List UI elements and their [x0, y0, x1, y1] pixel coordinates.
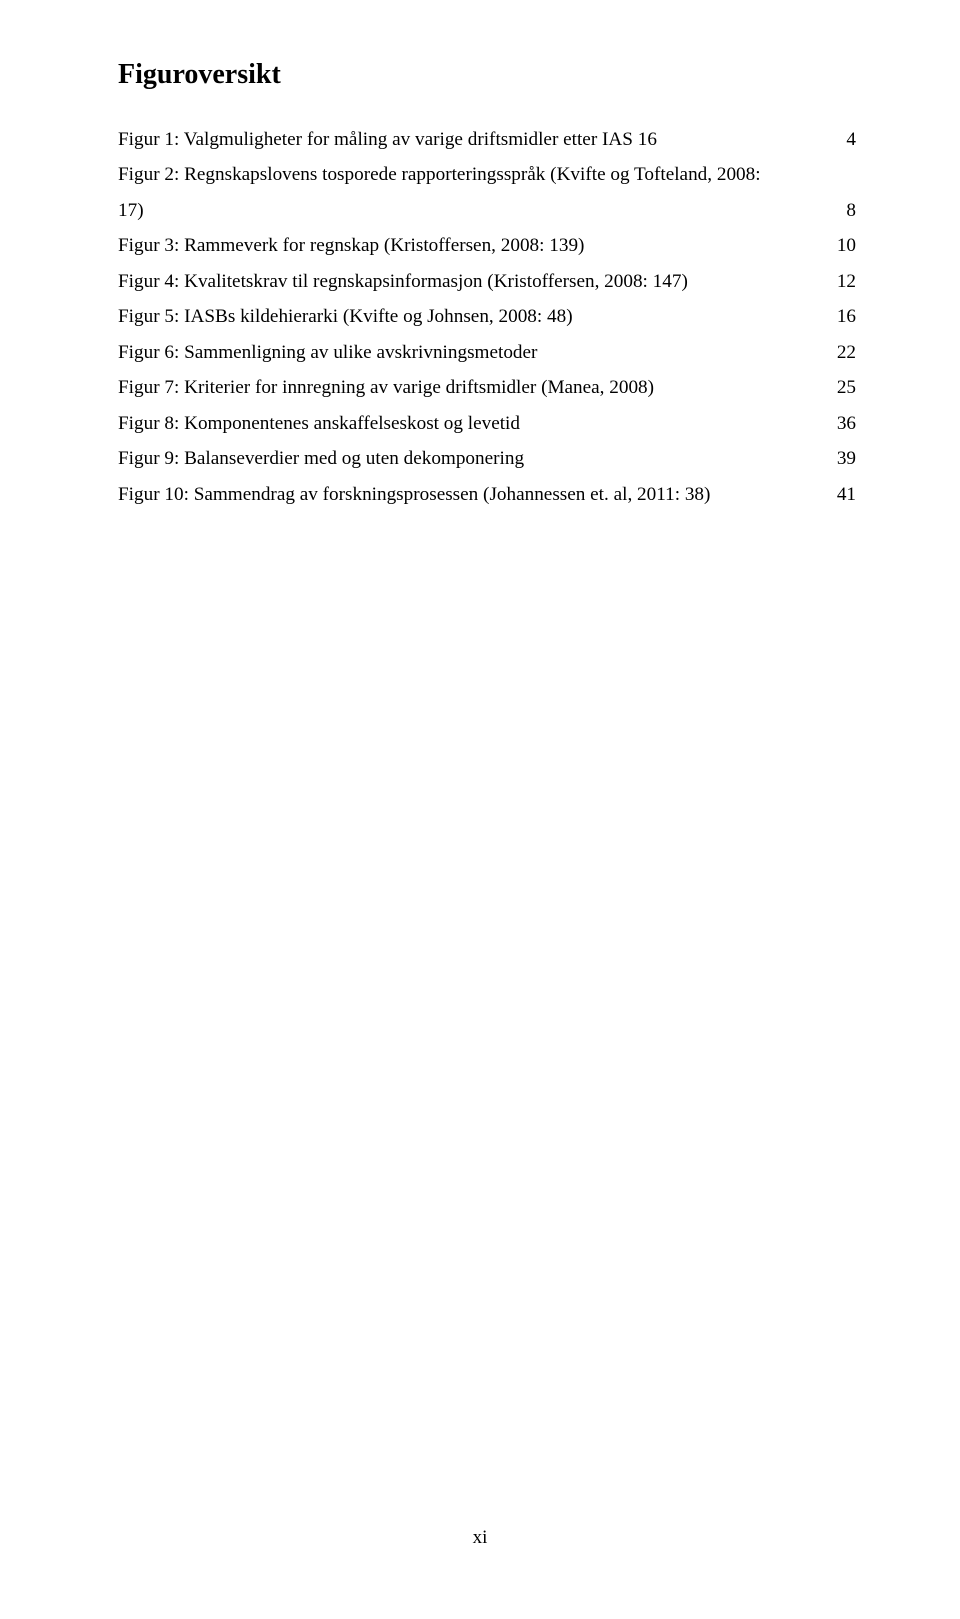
toc-entry-page: 25 [835, 370, 856, 406]
toc-entry: Figur 8: Komponentenes anskaffelseskost … [118, 406, 856, 442]
toc-entry: Figur 5: IASBs kildehierarki (Kvifte og … [118, 299, 856, 335]
toc-entry-page: 8 [844, 193, 856, 229]
document-page: Figuroversikt Figur 1: Valgmuligheter fo… [0, 0, 960, 1619]
toc-entry: Figur 6: Sammenligning av ulike avskrivn… [118, 335, 856, 371]
toc-entry-page: 12 [835, 264, 856, 300]
toc-entry: Figur 4: Kvalitetskrav til regnskapsinfo… [118, 264, 856, 300]
toc-entry: Figur 2: Regnskapslovens tosporede rappo… [118, 157, 856, 193]
toc-entry-page: 4 [844, 122, 856, 158]
footer-page-number: xi [0, 1527, 960, 1549]
toc-entry: Figur 9: Balanseverdier med og uten deko… [118, 441, 856, 477]
toc-list: Figur 1: Valgmuligheter for måling av va… [118, 122, 856, 513]
toc-entry-label: Figur 10: Sammendrag av forskningsproses… [118, 477, 710, 513]
toc-entry-label: Figur 1: Valgmuligheter for måling av va… [118, 122, 657, 158]
toc-entry-page: 22 [835, 335, 856, 371]
toc-entry-continuation: 17) 8 [118, 193, 856, 229]
toc-entry-page: 10 [835, 228, 856, 264]
toc-entry: Figur 7: Kriterier for innregning av var… [118, 370, 856, 406]
toc-entry-label: Figur 9: Balanseverdier med og uten deko… [118, 441, 524, 477]
toc-entry-label: Figur 4: Kvalitetskrav til regnskapsinfo… [118, 264, 688, 300]
toc-entry: Figur 10: Sammendrag av forskningsproses… [118, 477, 856, 513]
toc-entry-label: Figur 8: Komponentenes anskaffelseskost … [118, 406, 520, 442]
toc-entry-label: Figur 7: Kriterier for innregning av var… [118, 370, 654, 406]
toc-entry: Figur 3: Rammeverk for regnskap (Kristof… [118, 228, 856, 264]
toc-entry: Figur 1: Valgmuligheter for måling av va… [118, 122, 856, 158]
toc-entry-page: 39 [835, 441, 856, 477]
toc-entry-page: 36 [835, 406, 856, 442]
toc-entry-page: 16 [835, 299, 856, 335]
toc-entry-label: Figur 6: Sammenligning av ulike avskrivn… [118, 335, 537, 371]
toc-entry-label: Figur 2: Regnskapslovens tosporede rappo… [118, 157, 761, 193]
toc-entry-label: 17) [118, 193, 144, 229]
toc-entry-page: 41 [835, 477, 856, 513]
toc-entry-label: Figur 5: IASBs kildehierarki (Kvifte og … [118, 299, 573, 335]
toc-entry-label: Figur 3: Rammeverk for regnskap (Kristof… [118, 228, 584, 264]
page-heading: Figuroversikt [118, 58, 856, 92]
